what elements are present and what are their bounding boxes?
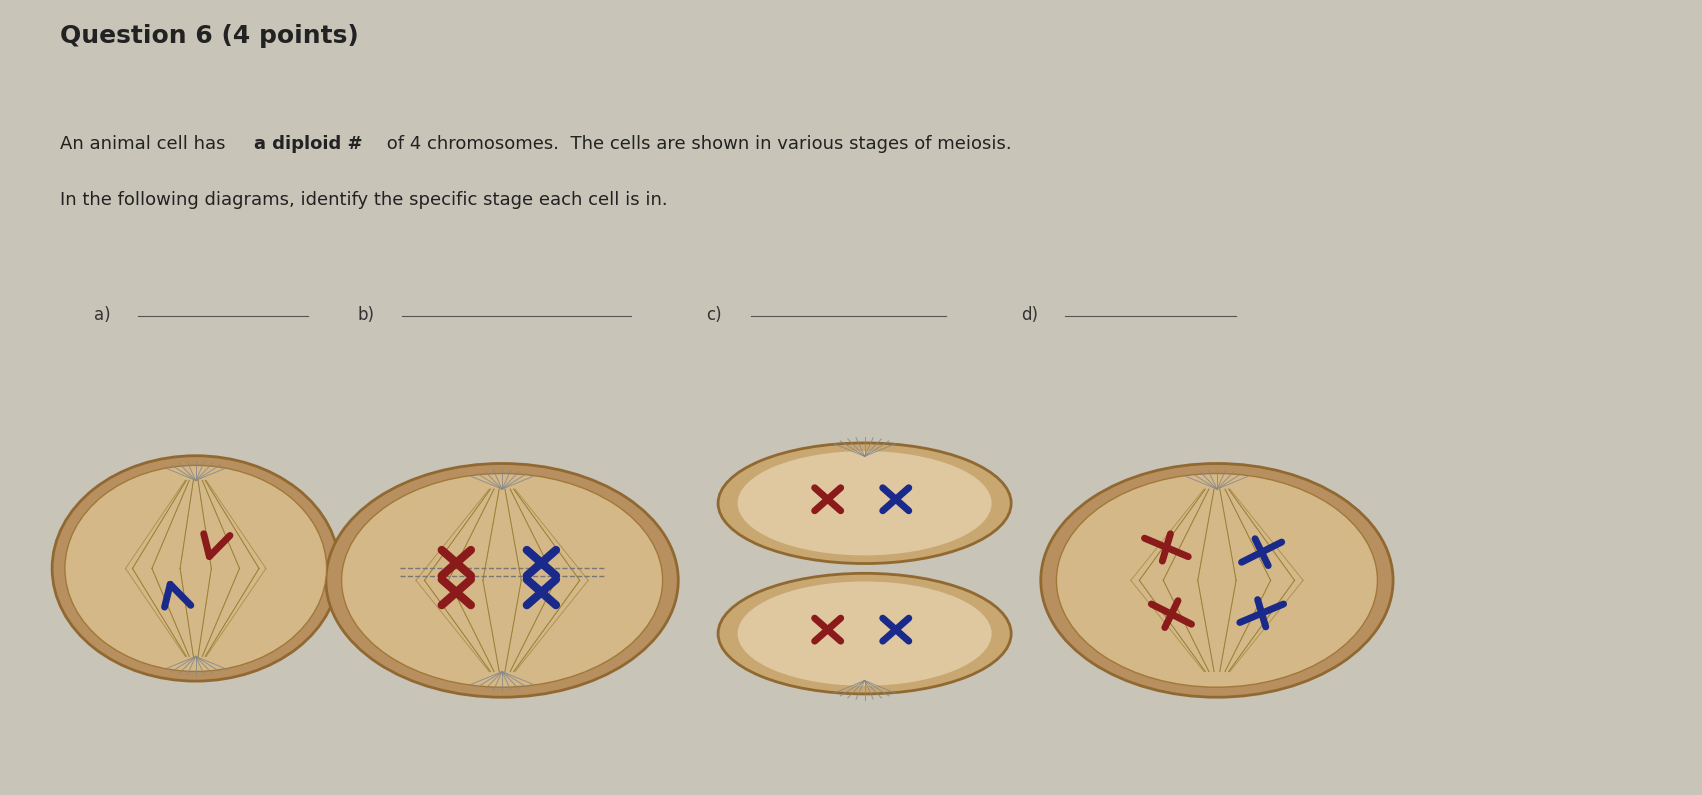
Text: d): d) bbox=[1021, 306, 1038, 324]
Ellipse shape bbox=[737, 451, 992, 556]
Ellipse shape bbox=[1057, 474, 1377, 687]
Ellipse shape bbox=[65, 465, 327, 672]
Ellipse shape bbox=[342, 474, 662, 687]
Ellipse shape bbox=[718, 443, 1011, 564]
Ellipse shape bbox=[53, 456, 339, 681]
Text: of 4 chromosomes.  The cells are shown in various stages of meiosis.: of 4 chromosomes. The cells are shown in… bbox=[381, 135, 1011, 153]
Text: In the following diagrams, identify the specific stage each cell is in.: In the following diagrams, identify the … bbox=[60, 191, 667, 209]
Text: a): a) bbox=[94, 306, 111, 324]
Ellipse shape bbox=[325, 463, 677, 697]
Text: c): c) bbox=[706, 306, 722, 324]
Text: b): b) bbox=[357, 306, 374, 324]
Ellipse shape bbox=[718, 573, 1011, 694]
Ellipse shape bbox=[1040, 463, 1392, 697]
Text: Question 6 (4 points): Question 6 (4 points) bbox=[60, 24, 359, 48]
Text: a diploid #: a diploid # bbox=[254, 135, 363, 153]
Text: An animal cell has: An animal cell has bbox=[60, 135, 231, 153]
Ellipse shape bbox=[737, 581, 992, 686]
